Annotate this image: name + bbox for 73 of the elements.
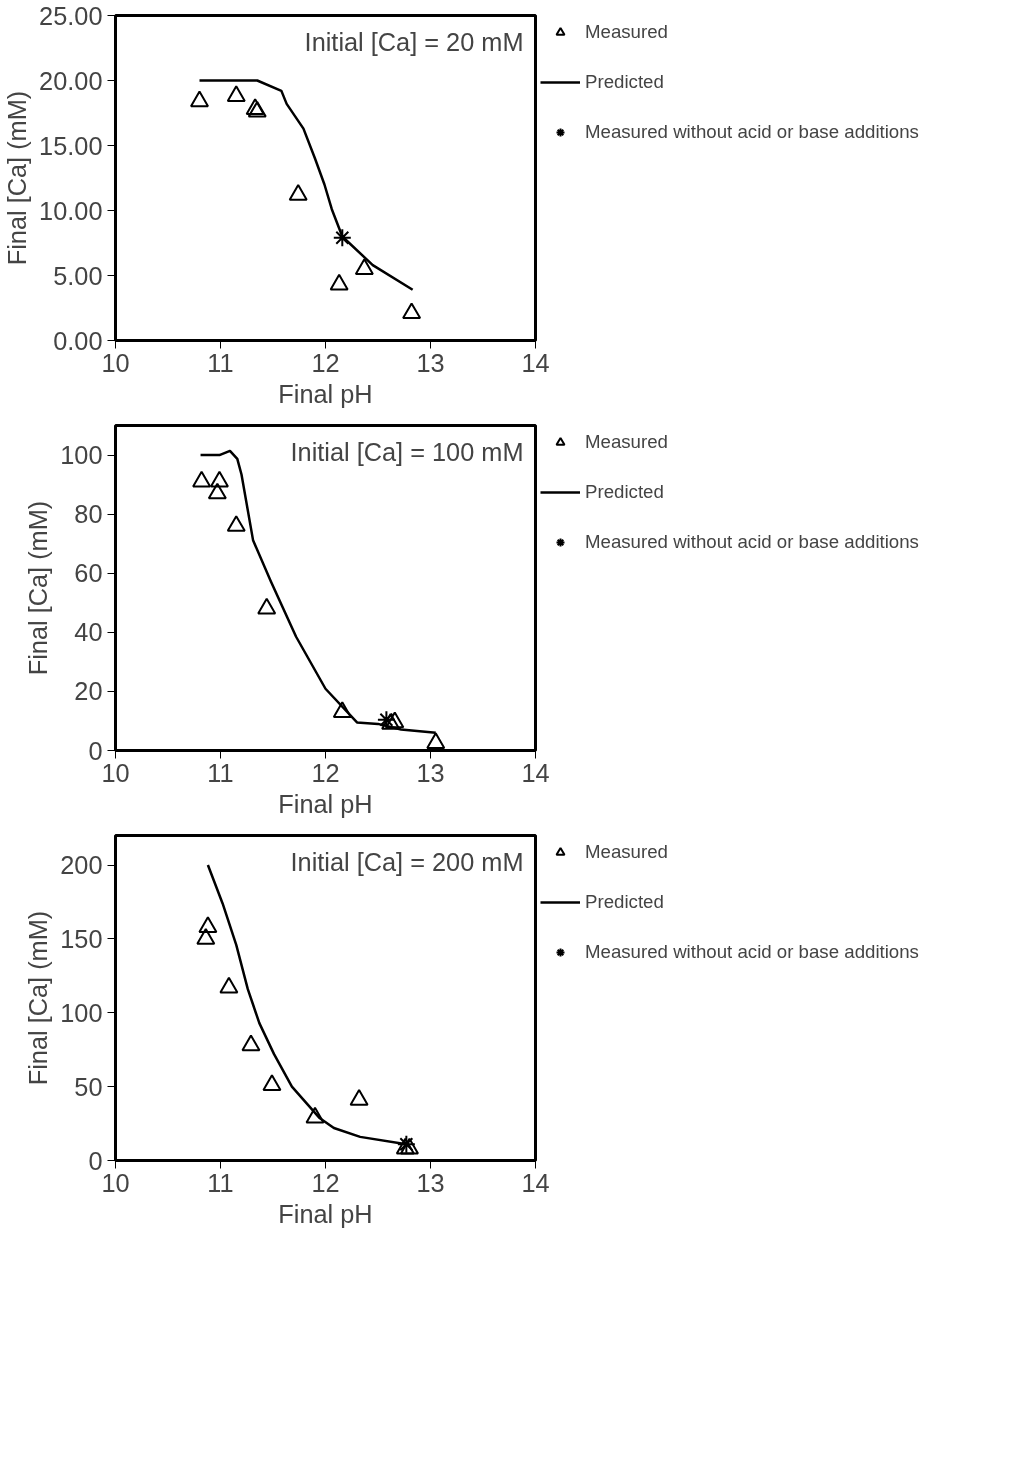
point — [305, 1106, 325, 1124]
point — [226, 515, 246, 532]
legend-label: Measured without acid or base additions — [585, 120, 919, 144]
x-tick-label: 14 — [521, 348, 550, 377]
point — [207, 482, 227, 500]
point — [402, 302, 422, 320]
y-tick-label: 10.00 — [39, 196, 103, 225]
point — [196, 928, 216, 945]
y-tick-label: 0.00 — [53, 326, 103, 355]
x-tick-label: 11 — [207, 348, 234, 377]
x-axis-title: Final pH — [278, 379, 373, 408]
x-tick-label: 12 — [311, 758, 340, 787]
y-tick-label: 50 — [74, 1072, 103, 1101]
y-axis-title: Final [Ca] (mM) — [24, 500, 53, 676]
x-tick-label: 11 — [207, 1168, 234, 1197]
point — [209, 470, 229, 488]
annotation: Initial [Ca] = 100 mM — [290, 437, 524, 466]
y-axis-title: Final [Ca] (mM) — [24, 910, 53, 1086]
y-tick-label: 100 — [60, 441, 103, 470]
y-tick-label: 100 — [60, 998, 103, 1027]
y-axis-title: Final [Ca] (mM) — [3, 90, 32, 266]
point — [385, 711, 405, 729]
annotation: Initial [Ca] = 20 mM — [304, 27, 524, 56]
y-tick-label: 15.00 — [39, 131, 103, 160]
point — [257, 597, 277, 615]
point — [381, 713, 401, 730]
legend-label: Measured — [585, 20, 668, 44]
x-axis-title: Final pH — [278, 1199, 373, 1228]
point — [241, 1034, 261, 1052]
x-tick-label: 12 — [311, 348, 340, 377]
y-tick-label: 200 — [60, 851, 103, 880]
y-tick-label: 40 — [74, 618, 103, 647]
x-tick-label: 10 — [101, 758, 130, 787]
x-tick-label: 13 — [416, 1168, 445, 1197]
legend-label: Predicted — [585, 890, 664, 914]
x-tick-label: 13 — [416, 348, 445, 377]
y-tick-label: 20.00 — [39, 66, 103, 95]
x-tick-label: 10 — [101, 1168, 130, 1197]
point — [288, 184, 308, 201]
y-tick-label: 20 — [74, 677, 103, 706]
point — [262, 1074, 282, 1092]
point — [190, 90, 209, 108]
x-axis-title: Final pH — [278, 789, 373, 818]
point — [354, 258, 374, 275]
x-tick-label: 14 — [521, 758, 550, 787]
y-tick-label: 25.00 — [39, 1, 103, 30]
point — [426, 732, 446, 750]
legend-label: Measured — [585, 430, 668, 454]
legend-label: Measured — [585, 840, 668, 864]
y-tick-label: 0 — [88, 1146, 103, 1175]
y-tick-label: 150 — [60, 924, 103, 953]
legend-label: Predicted — [585, 70, 664, 94]
legend-label: Measured without acid or base additions — [585, 940, 919, 964]
y-tick-label: 5.00 — [53, 261, 103, 290]
point — [329, 273, 349, 291]
point — [332, 701, 352, 718]
x-tick-label: 10 — [101, 348, 130, 377]
x-tick-label: 14 — [521, 1168, 550, 1197]
legend-label: Predicted — [585, 480, 664, 504]
annotation: Initial [Ca] = 200 mM — [290, 847, 524, 876]
point — [198, 916, 218, 933]
y-tick-label: 0 — [88, 736, 103, 765]
x-tick-label: 12 — [311, 1168, 340, 1197]
point — [349, 1089, 369, 1106]
legend-label: Measured without acid or base additions — [585, 530, 919, 554]
point — [219, 976, 239, 994]
x-tick-label: 13 — [416, 758, 445, 787]
point — [192, 470, 212, 488]
point — [226, 85, 246, 103]
line-series — [198, 79, 414, 292]
y-tick-label: 80 — [74, 500, 103, 529]
y-tick-label: 60 — [74, 559, 103, 588]
x-tick-label: 11 — [207, 758, 234, 787]
